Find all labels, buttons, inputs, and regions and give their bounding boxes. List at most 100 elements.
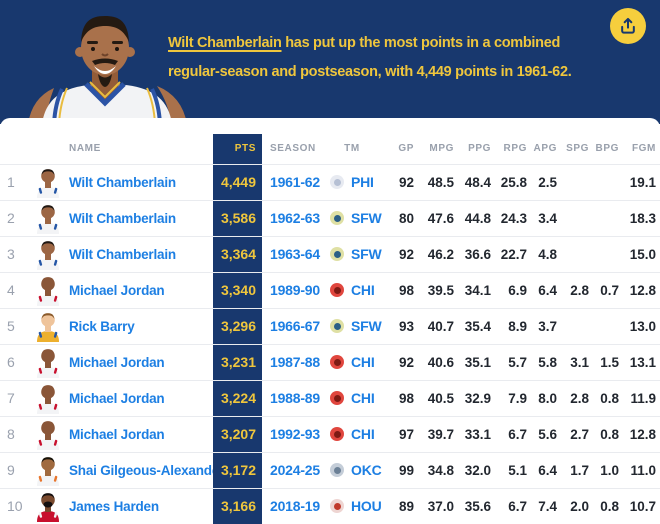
rank-cell: 8 xyxy=(0,415,30,452)
season-link[interactable]: 1966-67 xyxy=(270,318,320,334)
header-bpg[interactable]: BPG xyxy=(595,143,619,155)
player-name-link[interactable]: James Harden xyxy=(69,498,159,514)
header-tm[interactable]: TM xyxy=(344,143,360,155)
table-row: 4 Michael Jordan 3,340 1989-90 CHI 98 39… xyxy=(0,271,660,308)
spg-cell: 2.8 xyxy=(561,271,593,308)
share-button[interactable] xyxy=(610,8,646,44)
player-avatar xyxy=(37,205,59,234)
table-row: 3 Wilt Chamberlain 3,364 1963-64 SFW 92 … xyxy=(0,235,660,272)
avatar-cell[interactable] xyxy=(30,379,66,416)
team-link[interactable]: HOU xyxy=(351,498,382,515)
season-link[interactable]: 1962-63 xyxy=(270,210,320,226)
season-link[interactable]: 2018-19 xyxy=(270,498,320,515)
fgm-cell: 15.0 xyxy=(623,235,660,272)
rank-cell: 1 xyxy=(0,163,30,200)
player-name-link[interactable]: Michael Jordan xyxy=(69,282,165,298)
team-link[interactable]: SFW xyxy=(351,246,382,262)
player-avatar xyxy=(37,241,59,270)
player-name-link[interactable]: Michael Jordan xyxy=(69,426,165,442)
gp-cell: 92 xyxy=(380,235,418,272)
mpg-cell: 40.7 xyxy=(418,307,458,344)
headline: Wilt Chamberlain has put up the most poi… xyxy=(168,29,572,87)
rpg-cell: 6.9 xyxy=(495,271,531,308)
avatar-cell[interactable] xyxy=(30,415,66,452)
table-row: 10 James Harden 3,166 2018-19 HOU 89 37.… xyxy=(0,487,660,524)
player-name-link[interactable]: Wilt Chamberlain xyxy=(69,210,176,226)
stats-table: NAME PTS SEASON TM GP MPG PPG RPG APG SP… xyxy=(0,134,660,524)
season-link[interactable]: 1992-93 xyxy=(270,426,320,442)
player-avatar xyxy=(37,421,59,450)
header-rpg[interactable]: RPG xyxy=(503,143,527,155)
pts-value: 3,207 xyxy=(213,415,262,452)
avatar-cell[interactable] xyxy=(30,487,66,524)
season-link[interactable]: 1961-62 xyxy=(270,174,320,190)
header-gp[interactable]: GP xyxy=(398,143,414,155)
header-name[interactable]: NAME xyxy=(69,143,101,155)
avatar-cell[interactable] xyxy=(30,451,66,488)
fgm-cell: 11.9 xyxy=(623,379,660,416)
rank-cell: 10 xyxy=(0,487,30,524)
headline-line1: Wilt Chamberlain has put up the most poi… xyxy=(168,29,571,58)
spg-cell: 2.8 xyxy=(561,379,593,416)
header-spg[interactable]: SPG xyxy=(566,143,589,155)
season-link[interactable]: 1987-88 xyxy=(270,354,320,370)
season-link[interactable]: 1989-90 xyxy=(270,282,320,298)
header-pts[interactable]: PTS xyxy=(213,134,262,164)
player-avatar xyxy=(37,493,59,523)
table-row: 7 Michael Jordan 3,224 1988-89 CHI 98 40… xyxy=(0,379,660,416)
ppg-cell: 32.0 xyxy=(458,451,495,488)
gp-cell: 92 xyxy=(380,163,418,200)
bpg-cell xyxy=(593,163,623,200)
mpg-cell: 46.2 xyxy=(418,235,458,272)
avatar-cell[interactable] xyxy=(30,271,66,308)
team-link[interactable]: CHI xyxy=(351,426,375,442)
avatar-cell[interactable] xyxy=(30,343,66,380)
ppg-cell: 34.1 xyxy=(458,271,495,308)
mpg-cell: 39.7 xyxy=(418,415,458,452)
team-link[interactable]: SFW xyxy=(351,318,382,334)
avatar-cell[interactable] xyxy=(30,307,66,344)
team-link[interactable]: PHI xyxy=(351,174,374,190)
player-name-link[interactable]: Michael Jordan xyxy=(69,354,165,370)
avatar-cell[interactable] xyxy=(30,163,66,200)
player-name-link[interactable]: Wilt Chamberlain xyxy=(69,246,176,262)
header-season[interactable]: SEASON xyxy=(270,143,316,155)
apg-cell: 5.8 xyxy=(531,343,561,380)
team-link[interactable]: SFW xyxy=(351,210,382,226)
ppg-cell: 33.1 xyxy=(458,415,495,452)
team-logo-icon xyxy=(330,427,344,441)
player-name-link[interactable]: Shai Gilgeous-Alexander xyxy=(69,462,213,478)
season-link[interactable]: 1988-89 xyxy=(270,390,320,406)
mpg-cell: 47.6 xyxy=(418,199,458,236)
player-name-link[interactable]: Rick Barry xyxy=(69,318,135,334)
apg-cell: 3.4 xyxy=(531,199,561,236)
player-name-link[interactable]: Wilt Chamberlain xyxy=(69,174,176,190)
pts-value: 3,231 xyxy=(213,343,262,380)
avatar-cell[interactable] xyxy=(30,199,66,236)
header-fgm[interactable]: FGM xyxy=(631,143,656,155)
pts-value: 3,224 xyxy=(213,379,262,416)
season-link[interactable]: 2024-25 xyxy=(270,462,320,478)
bpg-cell: 0.7 xyxy=(593,271,623,308)
season-link[interactable]: 1963-64 xyxy=(270,246,320,262)
team-link[interactable]: CHI xyxy=(351,390,375,406)
player-avatar xyxy=(37,385,59,414)
rank-cell: 9 xyxy=(0,451,30,488)
ppg-cell: 44.8 xyxy=(458,199,495,236)
avatar-cell[interactable] xyxy=(30,235,66,272)
header-apg[interactable]: APG xyxy=(533,143,557,155)
wilt-chamberlain-link[interactable]: Wilt Chamberlain xyxy=(168,35,282,51)
apg-cell: 5.6 xyxy=(531,415,561,452)
pts-value: 3,340 xyxy=(213,271,262,308)
table-row: 6 Michael Jordan 3,231 1987-88 CHI 92 40… xyxy=(0,343,660,380)
header-rank xyxy=(0,134,30,164)
team-link[interactable]: CHI xyxy=(351,282,375,298)
team-logo-icon xyxy=(330,463,344,477)
header-mpg[interactable]: MPG xyxy=(429,143,454,155)
team-link[interactable]: OKC xyxy=(351,462,382,478)
fgm-cell: 12.8 xyxy=(623,271,660,308)
player-avatar xyxy=(37,313,59,342)
player-name-link[interactable]: Michael Jordan xyxy=(69,390,165,406)
header-ppg[interactable]: PPG xyxy=(468,143,491,155)
team-link[interactable]: CHI xyxy=(351,354,375,370)
